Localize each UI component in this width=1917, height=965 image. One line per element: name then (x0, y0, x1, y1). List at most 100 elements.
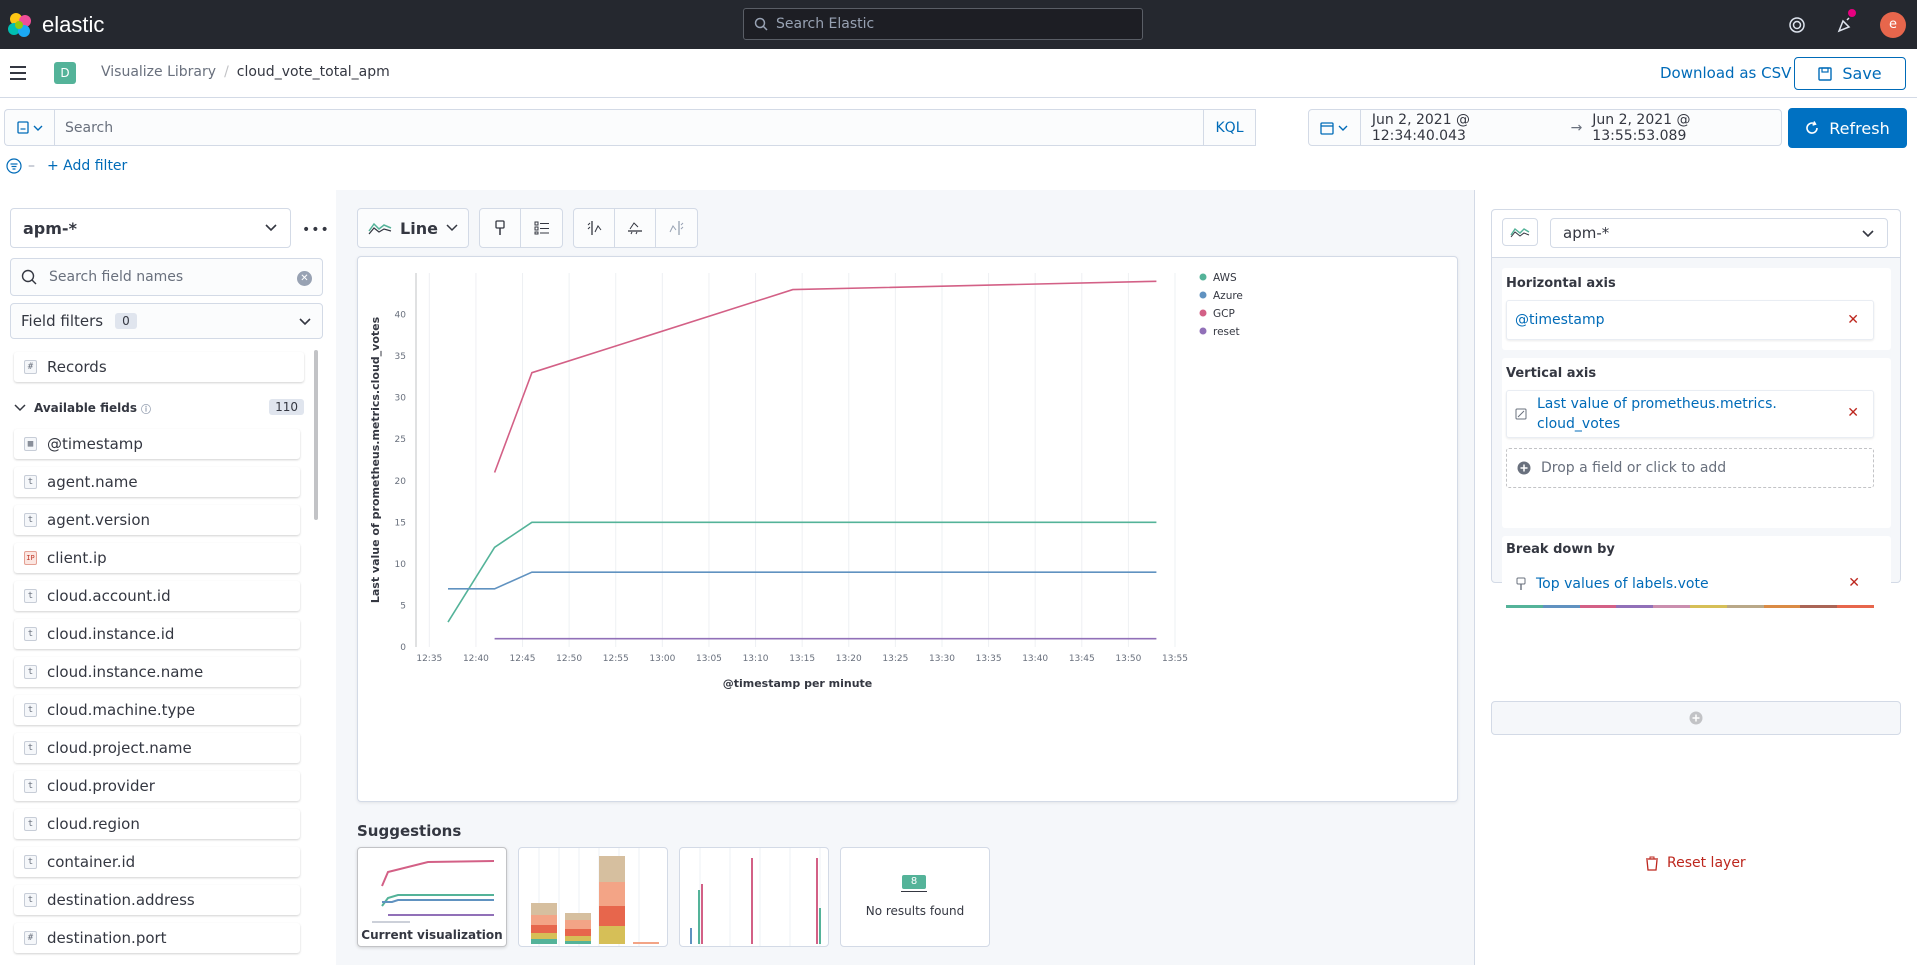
field-item[interactable]: t agent.name (14, 467, 300, 497)
kql-toggle[interactable]: KQL (1203, 110, 1255, 145)
field-name: agent.version (47, 511, 151, 529)
clear-search-icon[interactable]: ✕ (297, 271, 312, 286)
breadcrumb-separator: / (224, 64, 229, 80)
help-button[interactable] (1773, 0, 1821, 49)
date-picker[interactable]: Jun 2, 2021 @ 12:34:40.043 → Jun 2, 2021… (1308, 109, 1782, 146)
breakdown-field[interactable]: Top values of labels.vote ✕ (1506, 566, 1874, 602)
field-item[interactable]: ▦ @timestamp (14, 429, 300, 459)
news-feed-button[interactable] (1821, 0, 1869, 49)
drop-field-zone[interactable]: Drop a field or click to add (1506, 448, 1874, 488)
field-item[interactable]: t cloud.machine.type (14, 695, 300, 725)
chevron-down-icon (1338, 125, 1348, 131)
breadcrumb-visualize-library[interactable]: Visualize Library (101, 64, 217, 80)
horizontal-axis-field[interactable]: @timestamp ✕ (1506, 300, 1874, 340)
chart-type-switcher[interactable]: Line (357, 208, 469, 248)
string-type-icon: t (24, 513, 37, 527)
download-csv-link[interactable]: Download as CSV (1660, 64, 1792, 82)
refresh-label: Refresh (1829, 118, 1890, 138)
quick-select-button[interactable] (1309, 110, 1361, 145)
horizontal-field-name: @timestamp (1515, 312, 1605, 328)
index-pattern-select[interactable]: apm-* (10, 208, 291, 248)
more-options-icon[interactable]: ••• (302, 222, 330, 238)
right-axis-button[interactable] (656, 209, 697, 247)
legend-marker (1199, 309, 1207, 317)
suggestion-metric[interactable]: 8 No results found (840, 847, 990, 947)
remove-field-icon[interactable]: ✕ (1847, 405, 1859, 421)
legend-label: GCP (1213, 308, 1235, 320)
user-menu-button[interactable]: e (1869, 0, 1917, 49)
thin-bar-thumbnail-icon (690, 848, 821, 946)
x-tick-label: 12:35 (416, 654, 442, 664)
field-item[interactable]: # destination.port (14, 923, 300, 953)
string-type-icon: t (24, 665, 37, 679)
legend-label: reset (1213, 326, 1240, 338)
field-item[interactable]: IP client.ip (14, 543, 300, 573)
metric-thumbnail-icon: 8 (902, 875, 926, 889)
suggestion-stacked-bar[interactable] (518, 847, 668, 947)
time-end[interactable]: Jun 2, 2021 @ 13:55:53.089 (1592, 111, 1691, 144)
field-item[interactable]: t cloud.account.id (14, 581, 300, 611)
vertical-axis-field[interactable]: Last value of prometheus.metrics. cloud_… (1506, 390, 1874, 438)
field-item[interactable]: t destination.address (14, 885, 300, 915)
field-item[interactable]: t agent.version (14, 505, 300, 535)
suggestions-title: Suggestions (357, 822, 462, 840)
search-icon (754, 17, 768, 31)
layer-type-button[interactable] (1502, 218, 1538, 246)
legend-options-button[interactable] (521, 209, 562, 247)
suggestion-thin-bar[interactable] (679, 847, 829, 947)
breakdown-field-name: Top values of labels.vote (1536, 576, 1709, 592)
trash-icon (1646, 856, 1658, 871)
query-input[interactable]: Search KQL (54, 109, 1256, 146)
field-item[interactable]: t cloud.instance.name (14, 657, 300, 687)
y-axis-title: Last value of prometheus.metrics.cloud_v… (369, 316, 382, 603)
refresh-button[interactable]: Refresh (1788, 108, 1907, 148)
y-tick-label: 5 (400, 601, 406, 611)
add-layer-button[interactable] (1491, 701, 1901, 735)
refresh-icon (1806, 121, 1819, 134)
info-icon: ⓘ (141, 404, 152, 416)
calendar-icon (1320, 121, 1335, 135)
y-tick-label: 40 (395, 311, 407, 321)
layer-index-pattern-select[interactable]: apm-* (1550, 218, 1888, 248)
line-chart[interactable]: 12:35 12:40 12:45 12:50 12:55 13:00 13:05 13:10… (358, 257, 1459, 803)
x-tick-label: 12:40 (463, 654, 489, 664)
add-filter-link[interactable]: + Add filter (47, 158, 128, 174)
left-axis-button[interactable] (574, 209, 615, 247)
available-fields-header[interactable]: Available fields ⓘ 110 (14, 397, 304, 419)
brush-icon (495, 220, 505, 235)
bottom-axis-button[interactable] (615, 209, 656, 247)
visual-options-button[interactable] (480, 209, 521, 247)
space-avatar[interactable]: D (54, 62, 76, 84)
scrollbar-thumb[interactable] (314, 350, 318, 520)
save-button[interactable]: Save (1794, 57, 1906, 90)
saved-query-button[interactable] (4, 109, 54, 146)
field-item[interactable]: t container.id (14, 847, 300, 877)
field-search-input[interactable]: Search field names ✕ (10, 258, 323, 296)
suggestion-current-visualization[interactable]: Current visualization (357, 847, 507, 947)
reset-layer-button[interactable]: Reset layer (1645, 855, 1746, 871)
field-filters-button[interactable]: Field filters 0 (10, 303, 323, 339)
series-line-aws (447, 521, 1157, 623)
time-start[interactable]: Jun 2, 2021 @ 12:34:40.043 (1371, 111, 1471, 144)
global-search-placeholder: Search Elastic (776, 16, 875, 32)
filter-options-icon[interactable] (6, 158, 22, 174)
y-tick-label: 25 (395, 435, 406, 445)
field-item[interactable]: t cloud.project.name (14, 733, 300, 763)
breadcrumb-current: cloud_vote_total_apm (236, 64, 390, 80)
x-tick-label: 13:40 (1022, 654, 1048, 664)
remove-field-icon[interactable]: ✕ (1847, 312, 1859, 328)
field-name: cloud.instance.id (47, 625, 175, 643)
field-item-records[interactable]: # Records (14, 352, 304, 382)
field-name: cloud.account.id (47, 587, 171, 605)
remove-field-icon[interactable]: ✕ (1848, 575, 1860, 591)
field-item[interactable]: t cloud.region (14, 809, 300, 839)
elastic-logo-icon (8, 13, 31, 37)
field-item[interactable]: t cloud.instance.id (14, 619, 300, 649)
global-search-input[interactable]: Search Elastic (743, 8, 1143, 40)
number-type-icon: # (24, 360, 37, 374)
elastic-logo[interactable]: elastic (6, 11, 104, 39)
menu-button[interactable] (10, 65, 26, 84)
axis-bottom-icon (628, 222, 642, 235)
field-item[interactable]: t cloud.provider (14, 771, 300, 801)
horizontal-axis-label: Horizontal axis (1506, 276, 1616, 291)
